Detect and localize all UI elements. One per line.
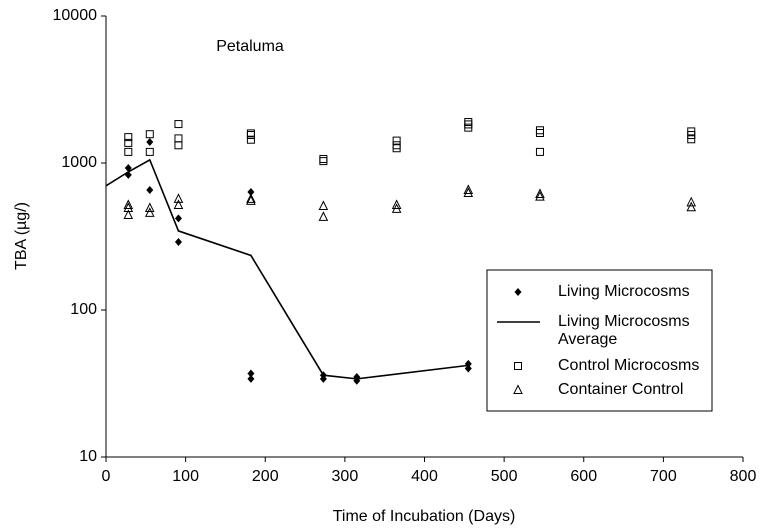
legend-label: Living Microcosms Average xyxy=(558,313,690,348)
diamond-marker xyxy=(174,238,182,247)
triangle-marker xyxy=(463,187,474,198)
square-marker xyxy=(145,147,154,156)
triangle-marker xyxy=(513,384,523,394)
triangle-marker xyxy=(144,202,155,213)
square-marker xyxy=(687,135,696,144)
triangle-marker xyxy=(318,200,329,210)
triangle-marker xyxy=(391,203,402,213)
chart-title: Petaluma xyxy=(216,38,284,55)
diamond-marker xyxy=(514,288,522,296)
triangle-marker xyxy=(173,199,184,209)
x-tick-label: 400 xyxy=(411,468,438,485)
y-tick-label: 1000 xyxy=(61,154,97,171)
diamond-marker xyxy=(174,214,182,223)
square-marker xyxy=(246,135,255,144)
square-marker xyxy=(392,144,401,153)
x-tick-label: 800 xyxy=(730,468,757,485)
square-marker xyxy=(124,133,133,142)
diamond-marker xyxy=(247,369,255,378)
triangle-marker xyxy=(123,199,134,209)
square-marker xyxy=(535,126,544,135)
triangle-marker xyxy=(535,191,545,201)
diamond-marker xyxy=(319,374,327,383)
legend-label: Living Microcosms xyxy=(558,283,690,300)
square-marker xyxy=(246,131,255,140)
square-marker xyxy=(535,147,544,156)
x-tick-label: 700 xyxy=(650,468,677,485)
triangle-marker xyxy=(391,199,402,209)
triangle-marker xyxy=(173,193,184,203)
square-marker xyxy=(145,130,154,139)
square-marker xyxy=(174,141,183,150)
square-marker xyxy=(392,136,401,145)
x-tick-label: 500 xyxy=(491,468,518,485)
square-marker xyxy=(319,154,328,163)
diamond-marker xyxy=(124,163,132,172)
square-marker xyxy=(319,157,328,166)
triangle-marker xyxy=(144,207,155,217)
diamond-marker xyxy=(464,364,472,373)
triangle-marker xyxy=(318,211,329,221)
legend-label: Control Microcosms xyxy=(558,357,699,374)
square-marker xyxy=(514,362,522,370)
y-tick-label: 10000 xyxy=(53,7,98,24)
triangle-marker xyxy=(246,195,256,205)
diamond-marker xyxy=(146,137,154,146)
x-axis-label: Time of Incubation (Days) xyxy=(333,508,516,525)
y-tick-label: 100 xyxy=(70,301,97,318)
triangle-marker xyxy=(123,209,134,219)
diamond-marker xyxy=(146,186,154,195)
x-tick-label: 100 xyxy=(172,468,199,485)
legend-box xyxy=(486,269,713,412)
diamond-marker xyxy=(247,374,255,383)
square-marker xyxy=(392,141,401,150)
average-line xyxy=(105,158,469,380)
diamond-marker xyxy=(247,187,255,196)
square-marker xyxy=(464,123,473,132)
triangle-marker xyxy=(463,184,474,195)
x-tick-label: 300 xyxy=(332,468,359,485)
square-marker xyxy=(124,138,133,147)
y-tick-label: 10 xyxy=(79,448,97,465)
square-marker xyxy=(124,147,133,156)
triangle-marker xyxy=(535,188,545,199)
triangle-marker xyxy=(246,193,256,203)
x-tick-label: 0 xyxy=(102,468,111,485)
y-axis-label: TBA (µg/) xyxy=(13,202,30,270)
x-tick-label: 600 xyxy=(570,468,597,485)
square-marker xyxy=(174,120,183,129)
square-marker xyxy=(535,128,544,137)
legend-label: Container Control xyxy=(558,381,683,398)
triangle-marker xyxy=(686,201,697,212)
square-marker xyxy=(687,131,696,140)
square-marker xyxy=(174,134,183,143)
x-tick-label: 200 xyxy=(252,468,279,485)
triangle-marker xyxy=(686,196,697,207)
